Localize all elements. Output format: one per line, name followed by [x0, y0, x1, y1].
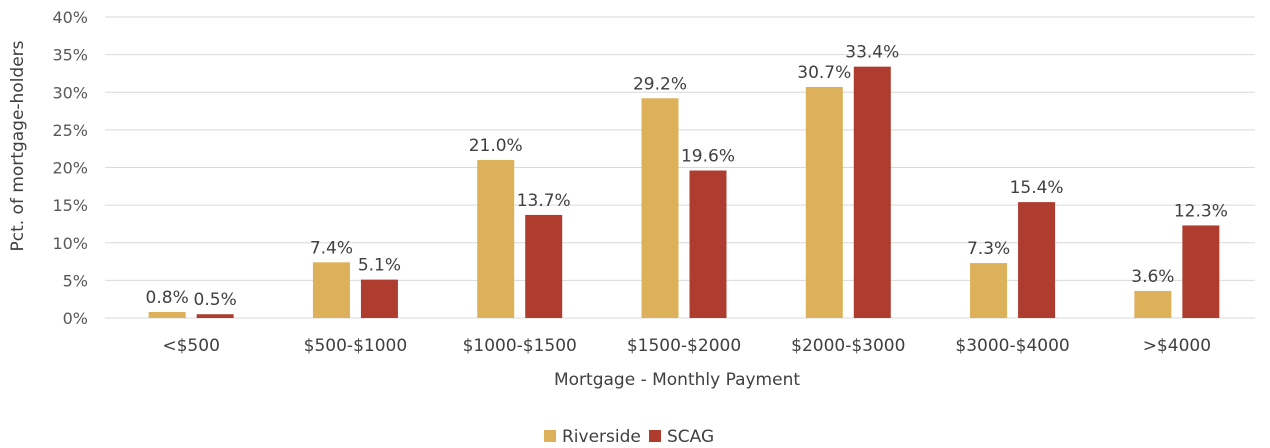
bar-scag — [689, 170, 727, 318]
y-tick-label: 15% — [52, 196, 88, 215]
legend-swatch-scag — [649, 430, 661, 442]
bar-scag — [525, 214, 563, 318]
data-label: 13.7% — [517, 191, 571, 211]
x-category-label: $1500-$2000 — [627, 336, 741, 356]
x-category-label: <$500 — [162, 336, 220, 356]
data-label: 3.6% — [1131, 267, 1174, 287]
data-label: 29.2% — [633, 74, 687, 94]
y-tick-label: 20% — [52, 159, 88, 178]
data-label: 30.7% — [797, 63, 851, 83]
data-label: 15.4% — [1010, 178, 1064, 198]
y-tick-label: 10% — [52, 234, 88, 253]
y-tick-label: 0% — [63, 309, 88, 328]
data-label: 0.8% — [146, 288, 189, 308]
y-tick-label: 25% — [52, 121, 88, 140]
legend: Riverside SCAG — [544, 427, 714, 447]
legend-label-riverside: Riverside — [562, 427, 641, 447]
gridlines — [105, 16, 1255, 319]
x-category-label: >$4000 — [1143, 336, 1211, 356]
legend-label-scag: SCAG — [667, 427, 714, 447]
bar-riverside — [148, 311, 186, 318]
bar-riverside — [312, 262, 350, 318]
bar-scag — [853, 66, 891, 318]
data-label: 19.6% — [681, 147, 735, 167]
y-axis-title: Pct. of mortgage-holders — [8, 40, 28, 251]
bar-scag — [1182, 225, 1220, 318]
y-tick-label: 40% — [52, 8, 88, 27]
data-label: 21.0% — [469, 136, 523, 156]
data-label: 12.3% — [1174, 201, 1228, 221]
y-axis-ticks: 0% 5% 10% 15% 20% 25% 30% 35% 40% — [52, 8, 88, 328]
bars — [148, 66, 1220, 319]
data-label: 7.3% — [967, 239, 1010, 259]
y-tick-label: 35% — [52, 46, 88, 65]
y-tick-label: 30% — [52, 83, 88, 102]
x-category-label: $3000-$4000 — [955, 336, 1069, 356]
data-label: 5.1% — [358, 256, 401, 276]
bar-scag — [360, 279, 398, 318]
x-axis-title: Mortgage - Monthly Payment — [554, 370, 800, 390]
data-labels: 0.8% 0.5% 7.4%5.1% 21.0% 13.7% 29.2% 19.6% 30.7… — [146, 43, 1228, 311]
data-label: 33.4% — [845, 43, 899, 63]
bar-scag — [196, 314, 234, 318]
bar-riverside — [477, 159, 515, 318]
bar-riverside — [805, 86, 843, 318]
x-category-label: $500-$1000 — [304, 336, 407, 356]
x-axis-categories: <$500 $500-$1000 $1000-$1500 $1500-$2000 $20… — [162, 336, 1211, 356]
x-category-label: $2000-$3000 — [791, 336, 905, 356]
y-tick-label: 5% — [63, 271, 88, 290]
x-category-label: $1000-$1500 — [463, 336, 577, 356]
bar-riverside — [641, 98, 679, 319]
legend-swatch-riverside — [544, 430, 556, 442]
bar-scag — [1018, 202, 1056, 318]
bar-riverside — [1134, 290, 1172, 318]
bar-riverside — [970, 263, 1008, 318]
data-label: 0.5% — [194, 290, 237, 310]
data-label: 7.4% — [310, 238, 353, 258]
